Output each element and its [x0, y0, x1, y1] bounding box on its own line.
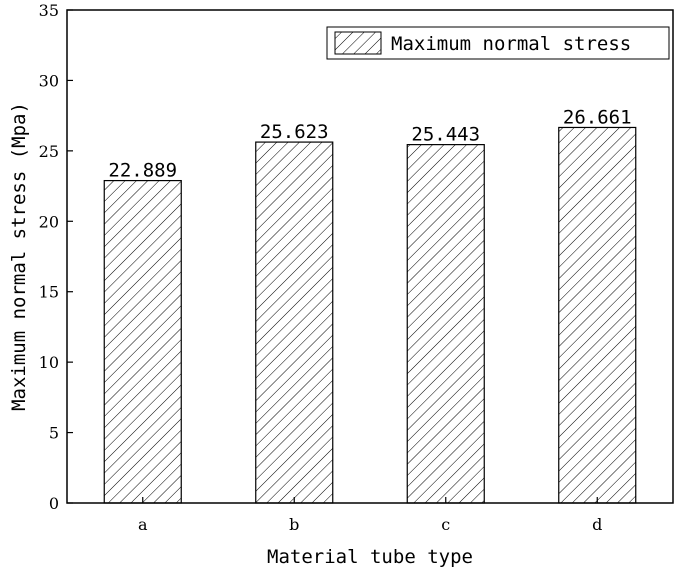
data-label: 25.623 [260, 121, 329, 143]
data-label: 25.443 [411, 124, 480, 146]
bar [406, 144, 485, 504]
data-labels: 22.889 25.623 25.443 26.661 [108, 106, 631, 181]
bar [558, 126, 637, 504]
y-tick-label: 10 [39, 353, 59, 372]
x-tick-label: c [441, 515, 450, 534]
y-tick-label: 0 [49, 494, 59, 513]
y-tick-label: 25 [39, 142, 59, 161]
bar [255, 141, 334, 504]
plot-frame [66, 9, 674, 504]
legend: Maximum normal stress [326, 26, 670, 60]
x-tick-label: b [289, 515, 299, 534]
y-tick-label: 35 [39, 1, 59, 20]
data-label: 26.661 [563, 106, 632, 128]
x-tick-label: d [592, 515, 602, 534]
y-tick-label: 20 [39, 212, 59, 231]
y-tick-label: 15 [39, 283, 59, 302]
y-tick-label: 5 [49, 424, 59, 443]
data-label: 22.889 [108, 160, 177, 182]
y-axis-ticks: 0 5 10 15 20 25 30 35 [39, 1, 73, 513]
legend-label: Maximum normal stress [391, 33, 631, 55]
legend-box [326, 26, 670, 60]
y-axis-title: Maximum normal stress (Mpa) [8, 102, 30, 411]
bar [103, 179, 182, 504]
x-tick-label: a [138, 515, 148, 534]
bar-series [103, 126, 637, 504]
legend-swatch [334, 31, 382, 55]
x-axis-title: Material tube type [267, 546, 473, 568]
y-tick-label: 30 [39, 71, 59, 90]
